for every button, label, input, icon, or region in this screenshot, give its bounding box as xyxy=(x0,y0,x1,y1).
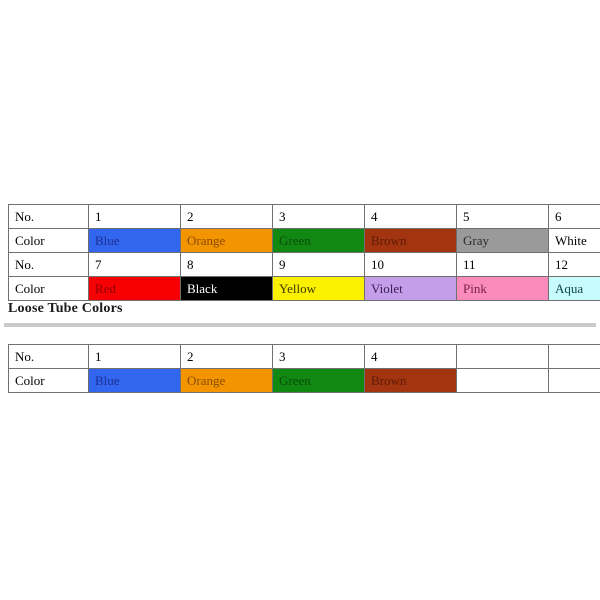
tube-number-cell: 4 xyxy=(364,344,457,369)
tube-number-cell-empty xyxy=(456,344,549,369)
color-swatch-cell: Yellow xyxy=(272,276,365,301)
color-swatch-cell: Blue xyxy=(88,368,181,393)
color-swatch-cell: Orange xyxy=(180,228,273,253)
fiber-number-cell: 3 xyxy=(272,204,365,229)
row-label-number: No. xyxy=(8,252,89,277)
table-row: No. 7 8 9 10 11 12 xyxy=(8,252,600,277)
fiber-color-table-container: No. 1 2 3 4 5 6 Color Blue Orange Green … xyxy=(8,204,600,301)
color-swatch-cell: Pink xyxy=(456,276,549,301)
row-label-color: Color xyxy=(8,368,89,393)
table-row: No. 1 2 3 4 xyxy=(8,344,600,369)
page-title: Loose Tube Colors xyxy=(8,301,123,316)
row-label-number: No. xyxy=(8,204,89,229)
color-swatch-cell-empty xyxy=(548,368,600,393)
fiber-number-cell: 6 xyxy=(548,204,600,229)
fiber-number-cell: 10 xyxy=(364,252,457,277)
fiber-number-cell: 7 xyxy=(88,252,181,277)
fiber-number-cell: 1 xyxy=(88,204,181,229)
fiber-color-table: No. 1 2 3 4 5 6 Color Blue Orange Green … xyxy=(8,204,600,301)
tube-number-cell: 2 xyxy=(180,344,273,369)
color-swatch-cell: Orange xyxy=(180,368,273,393)
color-swatch-cell: Brown xyxy=(364,228,457,253)
row-label-color: Color xyxy=(8,228,89,253)
color-swatch-cell: Red xyxy=(88,276,181,301)
tube-number-cell-empty xyxy=(548,344,600,369)
color-swatch-cell: Black xyxy=(180,276,273,301)
row-label-color: Color xyxy=(8,276,89,301)
table-row: Color Red Black Yellow Violet Pink Aqua xyxy=(8,276,600,301)
color-swatch-cell: White xyxy=(548,228,600,253)
fiber-number-cell: 5 xyxy=(456,204,549,229)
fiber-number-cell: 4 xyxy=(364,204,457,229)
loose-tube-color-table: No. 1 2 3 4 Color Blue Orange Green Brow… xyxy=(8,344,600,393)
fiber-number-cell: 11 xyxy=(456,252,549,277)
color-swatch-cell: Blue xyxy=(88,228,181,253)
loose-tube-color-table-container: No. 1 2 3 4 Color Blue Orange Green Brow… xyxy=(8,344,600,393)
color-swatch-cell: Gray xyxy=(456,228,549,253)
fiber-number-cell: 9 xyxy=(272,252,365,277)
fiber-number-cell: 2 xyxy=(180,204,273,229)
color-swatch-cell: Brown xyxy=(364,368,457,393)
horizontal-divider xyxy=(4,323,596,327)
color-swatch-cell-empty xyxy=(456,368,549,393)
tube-number-cell: 3 xyxy=(272,344,365,369)
table-row: Color Blue Orange Green Brown Gray White xyxy=(8,228,600,253)
fiber-number-cell: 12 xyxy=(548,252,600,277)
row-label-number: No. xyxy=(8,344,89,369)
table-row: No. 1 2 3 4 5 6 xyxy=(8,204,600,229)
tube-number-cell: 1 xyxy=(88,344,181,369)
color-swatch-cell: Aqua xyxy=(548,276,600,301)
color-swatch-cell: Green xyxy=(272,368,365,393)
color-swatch-cell: Green xyxy=(272,228,365,253)
fiber-number-cell: 8 xyxy=(180,252,273,277)
table-row: Color Blue Orange Green Brown xyxy=(8,368,600,393)
color-swatch-cell: Violet xyxy=(364,276,457,301)
